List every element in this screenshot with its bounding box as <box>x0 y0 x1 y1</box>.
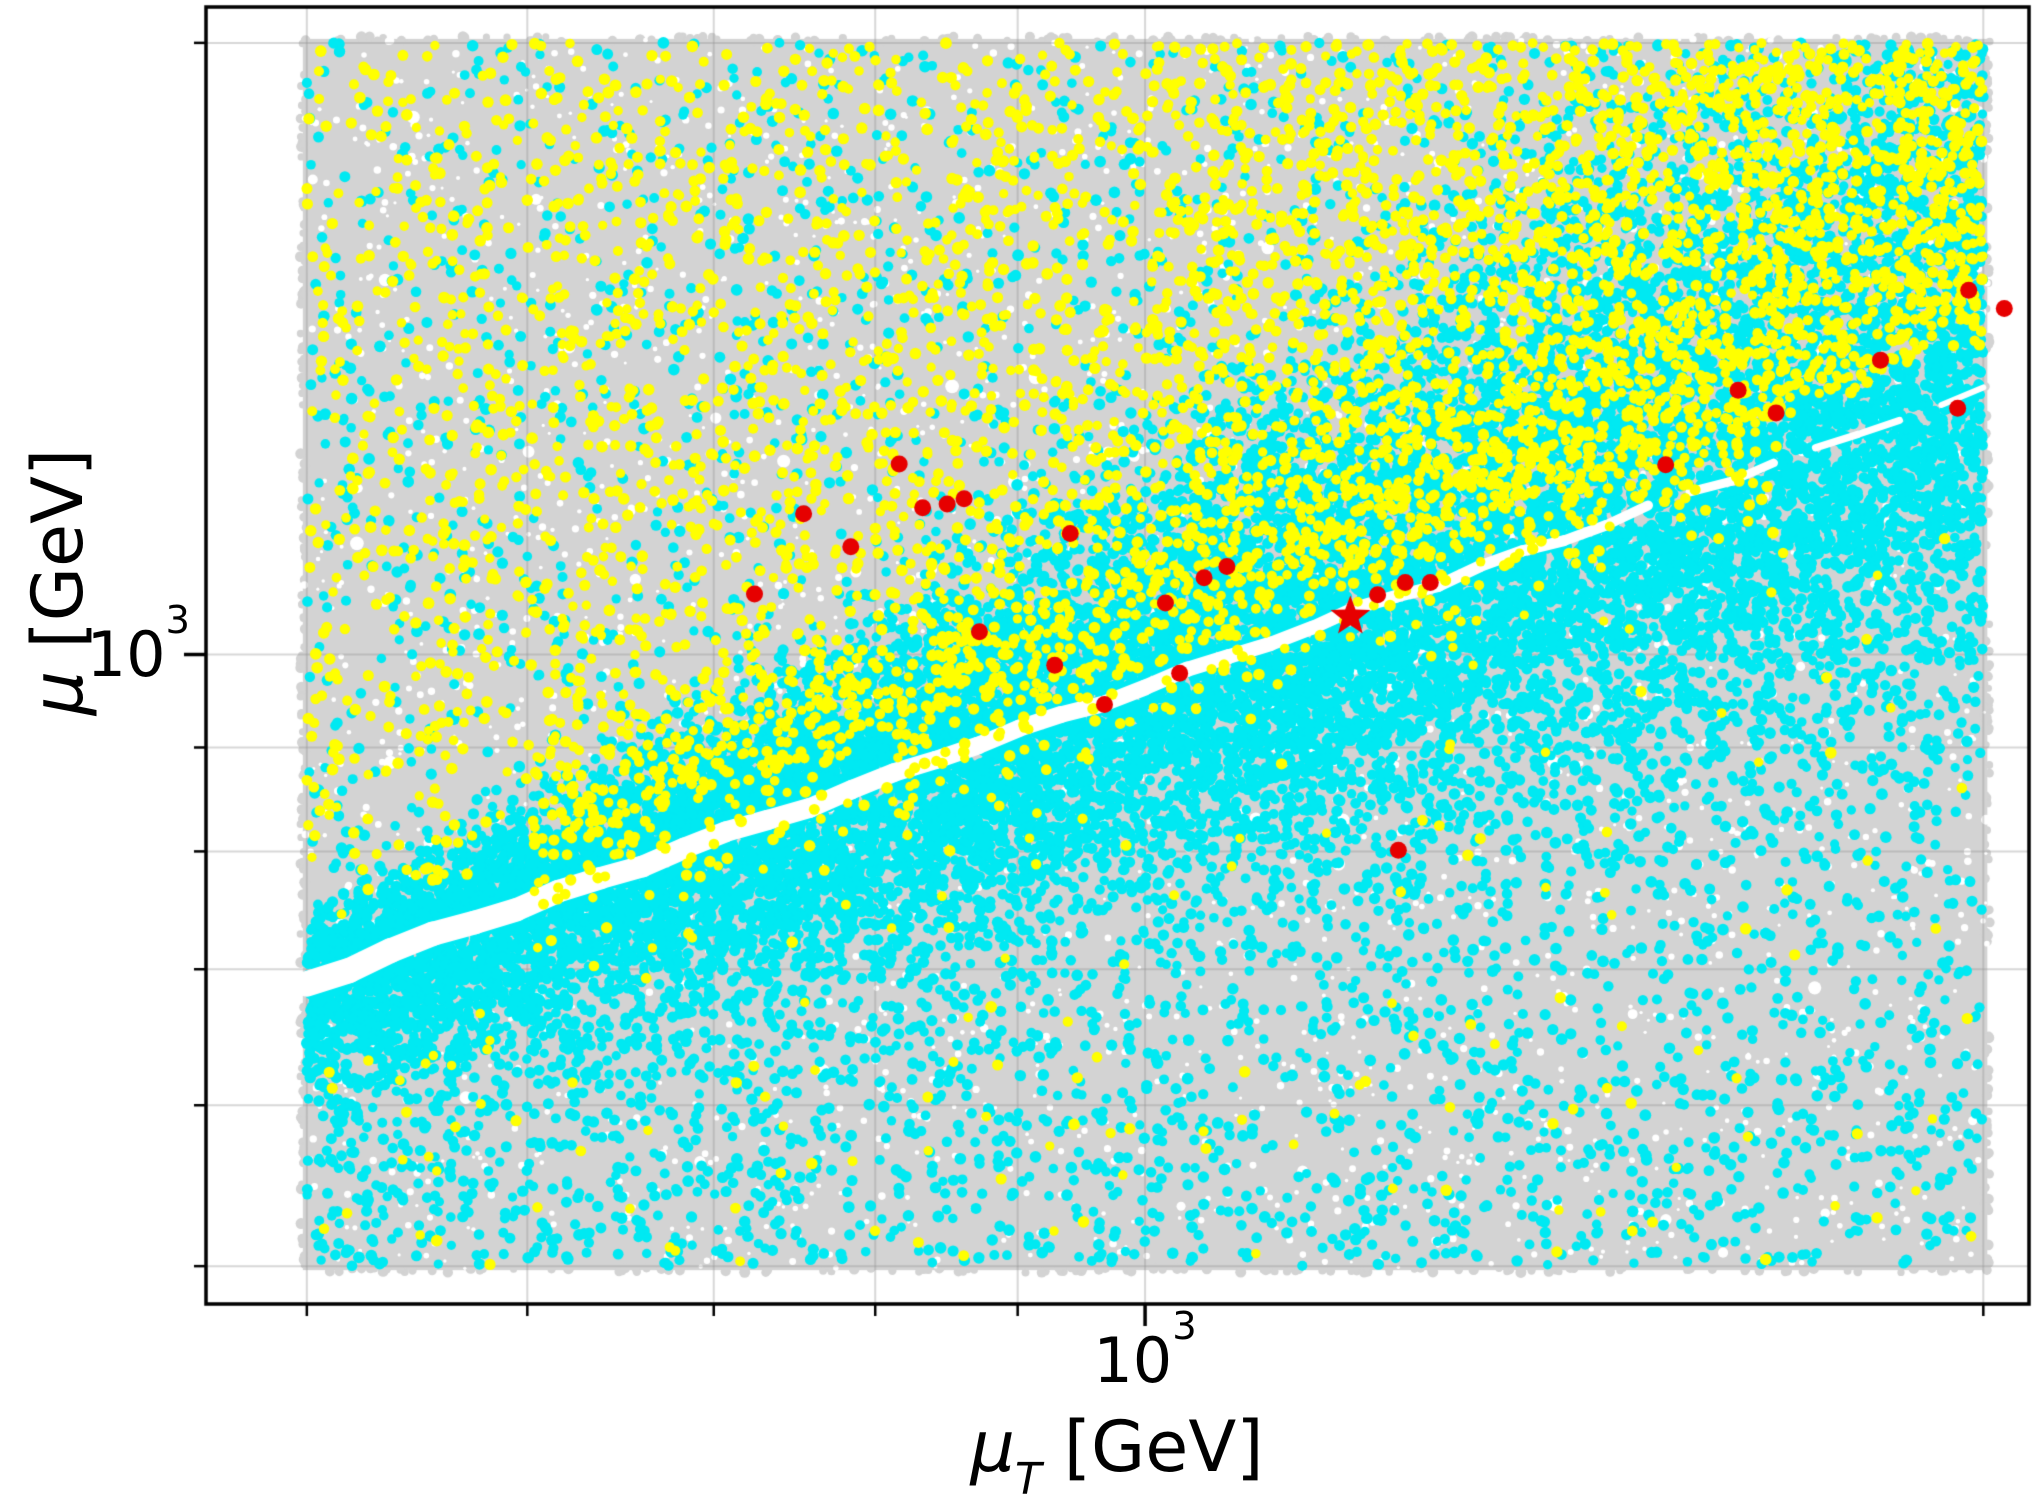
x-axis-major-tick-label: 103 <box>1093 1304 1197 1397</box>
y-axis-label: μ [GeV] <box>17 448 99 716</box>
y-axis-major-tick-label: 103 <box>86 598 190 691</box>
x-axis-label: μT [GeV] <box>970 1406 1264 1505</box>
